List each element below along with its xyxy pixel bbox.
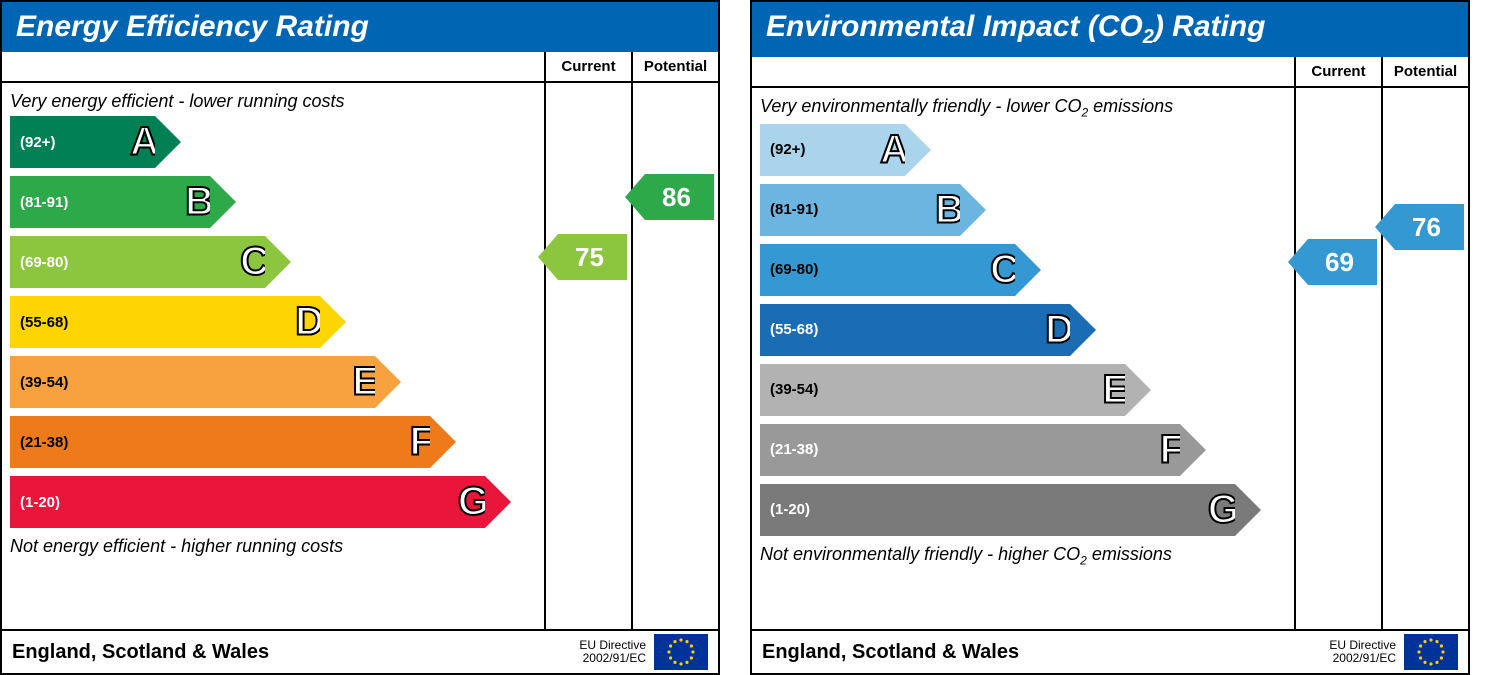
- band-row-f: (21-38) F: [760, 424, 1294, 476]
- potential-pointer: 76: [1395, 204, 1464, 250]
- band-row-f: (21-38) F: [10, 416, 544, 468]
- header-potential: Potential: [1383, 57, 1468, 86]
- top-caption: Very energy efficient - lower running co…: [10, 91, 544, 112]
- current-column: 69: [1296, 88, 1383, 629]
- band-letter: D: [295, 300, 324, 345]
- band-range: (1-20): [20, 494, 60, 511]
- bottom-caption: Not environmentally friendly - higher CO…: [760, 544, 1294, 568]
- band-bar: (92+) A: [10, 116, 155, 168]
- header-potential: Potential: [633, 52, 718, 81]
- current-column: 75: [546, 83, 633, 629]
- band-letter: B: [935, 187, 964, 232]
- band-range: (1-20): [770, 501, 810, 518]
- header-current: Current: [1296, 57, 1383, 86]
- band-row-g: (1-20) G: [10, 476, 544, 528]
- band-range: (92+): [770, 141, 805, 158]
- band-letter: E: [1102, 367, 1129, 412]
- current-pointer: 75: [558, 234, 627, 280]
- band-row-a: (92+) A: [760, 124, 1294, 176]
- band-bar: (55-68) D: [760, 304, 1070, 356]
- band-bar: (81-91) B: [760, 184, 960, 236]
- band-letter: G: [458, 480, 489, 525]
- footer-directive: EU Directive2002/91/EC: [1329, 639, 1396, 665]
- body-area: Very environmentally friendly - lower CO…: [752, 88, 1468, 629]
- band-range: (21-38): [770, 441, 818, 458]
- band-bar: (81-91) B: [10, 176, 210, 228]
- header-spacer: [2, 52, 546, 81]
- band-range: (69-80): [770, 261, 818, 278]
- band-range: (55-68): [20, 314, 68, 331]
- band-range: (92+): [20, 134, 55, 151]
- band-row-e: (39-54) E: [10, 356, 544, 408]
- band-bar: (92+) A: [760, 124, 905, 176]
- footer-region: England, Scotland & Wales: [12, 641, 579, 664]
- current-pointer: 69: [1308, 239, 1377, 285]
- band-bar: (55-68) D: [10, 296, 320, 348]
- band-letter: A: [130, 120, 159, 165]
- band-range: (39-54): [770, 381, 818, 398]
- band-range: (39-54): [20, 374, 68, 391]
- potential-column: 76: [1383, 88, 1468, 629]
- band-bar: (69-80) C: [760, 244, 1015, 296]
- band-range: (81-91): [20, 194, 68, 211]
- eu-flag-icon: [654, 634, 708, 670]
- footer-region: England, Scotland & Wales: [762, 641, 1329, 664]
- band-range: (21-38): [20, 434, 68, 451]
- band-row-a: (92+) A: [10, 116, 544, 168]
- band-row-g: (1-20) G: [760, 484, 1294, 536]
- band-row-d: (55-68) D: [10, 296, 544, 348]
- rating-panel: Energy Efficiency Rating Current Potenti…: [0, 0, 720, 675]
- panel-title: Energy Efficiency Rating: [2, 2, 718, 52]
- potential-column: 86: [633, 83, 718, 629]
- header-spacer: [752, 57, 1296, 86]
- band-range: (55-68): [770, 321, 818, 338]
- bars-column: Very environmentally friendly - lower CO…: [752, 88, 1296, 629]
- band-bar: (1-20) G: [10, 476, 485, 528]
- band-row-d: (55-68) D: [760, 304, 1294, 356]
- header-row: Current Potential: [752, 57, 1468, 88]
- rating-panel: Environmental Impact (CO2) Rating Curren…: [750, 0, 1470, 675]
- band-letter: B: [185, 180, 214, 225]
- band-letter: E: [352, 360, 379, 405]
- footer: England, Scotland & Wales EU Directive20…: [2, 629, 718, 673]
- footer: England, Scotland & Wales EU Directive20…: [752, 629, 1468, 673]
- band-letter: A: [880, 127, 909, 172]
- band-letter: F: [410, 420, 434, 465]
- band-row-b: (81-91) B: [10, 176, 544, 228]
- band-letter: C: [990, 247, 1019, 292]
- band-row-b: (81-91) B: [760, 184, 1294, 236]
- band-letter: G: [1208, 487, 1239, 532]
- header-current: Current: [546, 52, 633, 81]
- band-letter: D: [1045, 307, 1074, 352]
- band-row-e: (39-54) E: [760, 364, 1294, 416]
- band-letter: C: [240, 240, 269, 285]
- header-row: Current Potential: [2, 52, 718, 83]
- band-letter: F: [1160, 427, 1184, 472]
- bottom-caption: Not energy efficient - higher running co…: [10, 536, 544, 557]
- body-area: Very energy efficient - lower running co…: [2, 83, 718, 629]
- band-bar: (39-54) E: [10, 356, 375, 408]
- bars-column: Very energy efficient - lower running co…: [2, 83, 546, 629]
- panel-title: Environmental Impact (CO2) Rating: [752, 2, 1468, 57]
- band-range: (69-80): [20, 254, 68, 271]
- band-row-c: (69-80) C: [760, 244, 1294, 296]
- band-range: (81-91): [770, 201, 818, 218]
- band-bar: (21-38) F: [760, 424, 1180, 476]
- footer-directive: EU Directive2002/91/EC: [579, 639, 646, 665]
- eu-flag-icon: [1404, 634, 1458, 670]
- top-caption: Very environmentally friendly - lower CO…: [760, 96, 1294, 120]
- band-row-c: (69-80) C: [10, 236, 544, 288]
- band-bar: (1-20) G: [760, 484, 1235, 536]
- potential-pointer: 86: [645, 174, 714, 220]
- band-bar: (39-54) E: [760, 364, 1125, 416]
- band-bar: (69-80) C: [10, 236, 265, 288]
- band-bar: (21-38) F: [10, 416, 430, 468]
